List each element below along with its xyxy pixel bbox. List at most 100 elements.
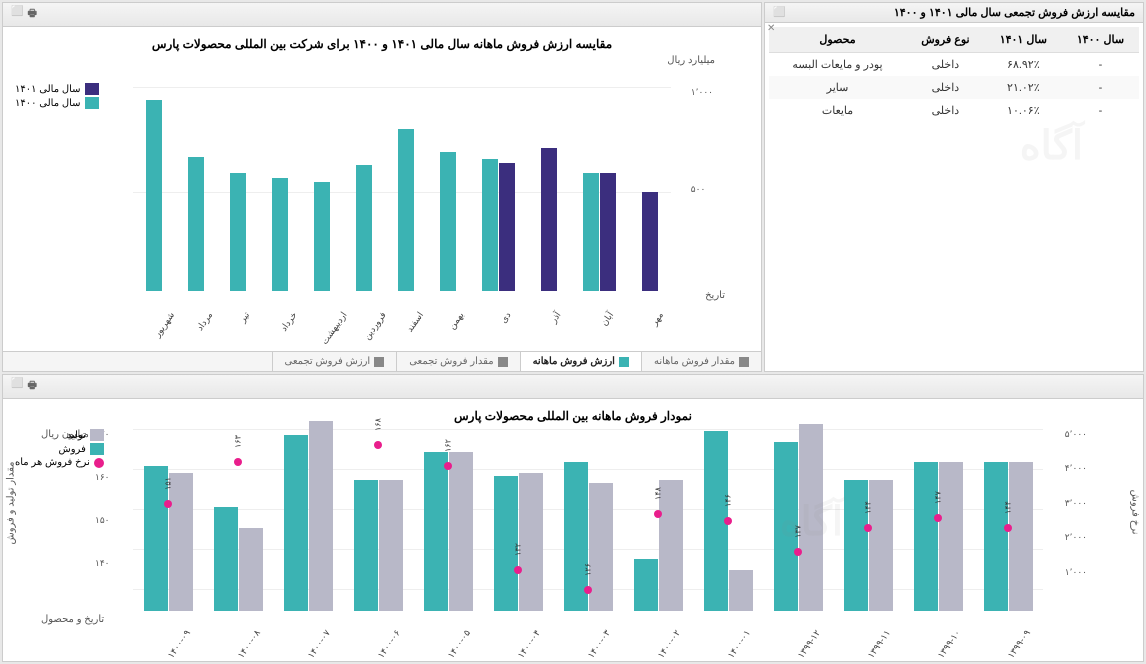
bar-group: خرداد [272, 178, 288, 291]
legend-label: نرخ فروش هر ماه [15, 457, 90, 468]
bar-production [519, 473, 543, 611]
bar-group: آذر [541, 148, 557, 291]
y-tick: ۱۴۰ [95, 558, 110, 569]
y-tick: ۴٬۰۰۰ [1065, 463, 1087, 474]
tab-label: ارزش فروش ماهانه [533, 356, 615, 367]
top-y-axis-label: میلیارد ریال [667, 55, 715, 66]
x-label: تیر [237, 310, 252, 325]
bar-1400 [583, 173, 599, 291]
tab[interactable]: مقدار فروش ماهانه [641, 352, 761, 371]
rate-dot [444, 462, 452, 470]
export-icon[interactable]: 🖶 [27, 6, 36, 23]
legend-label: تولید [67, 430, 86, 441]
x-label: اسفند [404, 310, 426, 334]
legend-label: سال مالی ۱۴۰۰ [15, 98, 81, 109]
bar-sales [354, 480, 378, 611]
bottom-legend: تولید فروش نرخ فروش هر ماه [15, 429, 104, 470]
legend-item: نرخ فروش هر ماه [15, 457, 104, 468]
x-label: ۱۴۰۰-۰۸ [236, 628, 263, 661]
bar-group: ۱۴۴۱۳۹۹-۰۹ [984, 462, 1033, 611]
table-cell: ۶۸.۹۲٪ [985, 53, 1062, 77]
y-tick: ۱۵۰ [95, 515, 110, 526]
rate-dot [864, 524, 872, 532]
bar-sales [424, 452, 448, 611]
bar-group: ۱۲۶۱۴۰۰-۰۳ [564, 462, 613, 611]
legend-item: فروش [15, 443, 104, 455]
bar-production [1009, 462, 1033, 611]
bar-group: آبان [583, 173, 616, 291]
bar-group: ۱۶۳۱۴۰۰-۰۸ [214, 507, 263, 611]
watermark: آگاه [1020, 123, 1083, 169]
y-tick: ۲٬۰۰۰ [1065, 532, 1087, 543]
x-label: ۱۴۰۰-۰۷ [306, 628, 333, 661]
bar-group: ۱۴۰۰-۰۷ [284, 421, 333, 611]
x-label: ۱۴۰۰-۰۵ [446, 628, 473, 661]
x-label: ۱۴۰۰-۰۶ [376, 628, 403, 661]
bar-1400 [440, 152, 456, 291]
tab[interactable]: ارزش فروش ماهانه [520, 352, 641, 371]
bar-group: مرداد [188, 157, 204, 291]
y-tick: ۱٬۰۰۰ [1065, 567, 1087, 578]
bar-group: اسفند [398, 129, 414, 291]
table-header: محصول [769, 27, 906, 53]
y-tick: ۱٬۰۰۰ [691, 87, 713, 98]
rate-dot [584, 586, 592, 594]
tab[interactable]: ارزش فروش تجمعی [272, 352, 397, 371]
table-cell: داخلی [906, 53, 985, 77]
bar-production [729, 570, 753, 611]
x-label: فروردین [362, 310, 389, 342]
x-label: آبان [598, 310, 615, 328]
export-icon[interactable]: 🖶 [27, 378, 36, 395]
bottom-chart-icons: ⬜ 🖶 [11, 378, 37, 395]
top-chart-header: ⬜ 🖶 [3, 3, 761, 27]
top-chart-panel: ⬜ 🖶 مقایسه ارزش فروش ماهانه سال مالی ۱۴۰… [2, 2, 762, 372]
legend-item: سال مالی ۱۴۰۰ [15, 97, 99, 109]
rate-label: ۱۴۷ [934, 491, 943, 504]
table-panel: مقایسه ارزش فروش تجمعی سال مالی ۱۴۰۱ و ۱… [764, 2, 1144, 372]
table-header: سال ۱۴۰۰ [1062, 27, 1139, 53]
table-cell: ۲۱.۰۲٪ [985, 76, 1062, 99]
rate-label: ۱۴۴ [864, 501, 873, 514]
bottom-chart-panel: ⬜ 🖶 نمودار فروش ماهانه بین المللی محصولا… [2, 374, 1144, 662]
rate-label: ۱۳۲ [514, 543, 523, 556]
x-label: شهریور [152, 310, 177, 339]
bar-1400 [398, 129, 414, 291]
maximize-icon[interactable]: ⬜ [11, 378, 23, 395]
y-tick [95, 601, 110, 611]
maximize-icon[interactable]: ⬜ [11, 6, 23, 23]
x-label: ۱۳۹۹-۱۲ [796, 628, 823, 661]
table-cell: داخلی [906, 99, 985, 122]
bar-group: فروردین [356, 165, 372, 291]
bar-group: ۱۵۱۱۴۰۰-۰۹ [144, 466, 193, 611]
bottom-right-axis-label: نرخ فروش [1130, 490, 1141, 535]
bar-group: مهر [642, 192, 658, 291]
bar-1400 [272, 178, 288, 291]
x-label: ۱۴۰۰-۰۹ [166, 628, 193, 661]
x-label: ۱۳۹۹-۱۰ [936, 628, 963, 661]
bar-production [379, 480, 403, 611]
rate-dot [1004, 524, 1012, 532]
x-label: دی [498, 310, 513, 325]
rate-label: ۱۶۲ [444, 439, 453, 452]
legend-label: سال مالی ۱۴۰۱ [15, 84, 81, 95]
tab[interactable]: مقدار فروش تجمعی [396, 352, 519, 371]
rate-dot [654, 510, 662, 518]
rate-label: ۱۴۶ [724, 494, 733, 507]
rate-label: ۱۵۱ [164, 477, 173, 490]
bar-group: ۱۴۷۱۳۹۹-۱۰ [914, 462, 963, 611]
maximize-icon[interactable]: ⬜ [773, 7, 785, 18]
x-label: ۱۴۰۰-۰۱ [726, 628, 753, 661]
table-row: -۶۸.۹۲٪داخلیپودر و مایعات البسه [769, 53, 1139, 77]
close-icon[interactable]: ✕ [767, 23, 775, 34]
y-tick: ۵۰۰ [691, 184, 713, 195]
rate-dot [514, 566, 522, 574]
x-label: ۱۳۹۹-۰۹ [1006, 628, 1033, 661]
bar-production [309, 421, 333, 611]
table-container: سال ۱۴۰۰سال ۱۴۰۱نوع فروشمحصول -۶۸.۹۲٪داخ… [765, 23, 1143, 126]
chart-bar-icon [619, 357, 629, 367]
data-table: سال ۱۴۰۰سال ۱۴۰۱نوع فروشمحصول -۶۸.۹۲٪داخ… [769, 27, 1139, 122]
top-chart-area: مقایسه ارزش فروش ماهانه سال مالی ۱۴۰۱ و … [3, 27, 761, 351]
bar-group: ۱۴۸۱۴۰۰-۰۲ [634, 480, 683, 611]
bar-sales [844, 480, 868, 611]
table-header: سال ۱۴۰۱ [985, 27, 1062, 53]
